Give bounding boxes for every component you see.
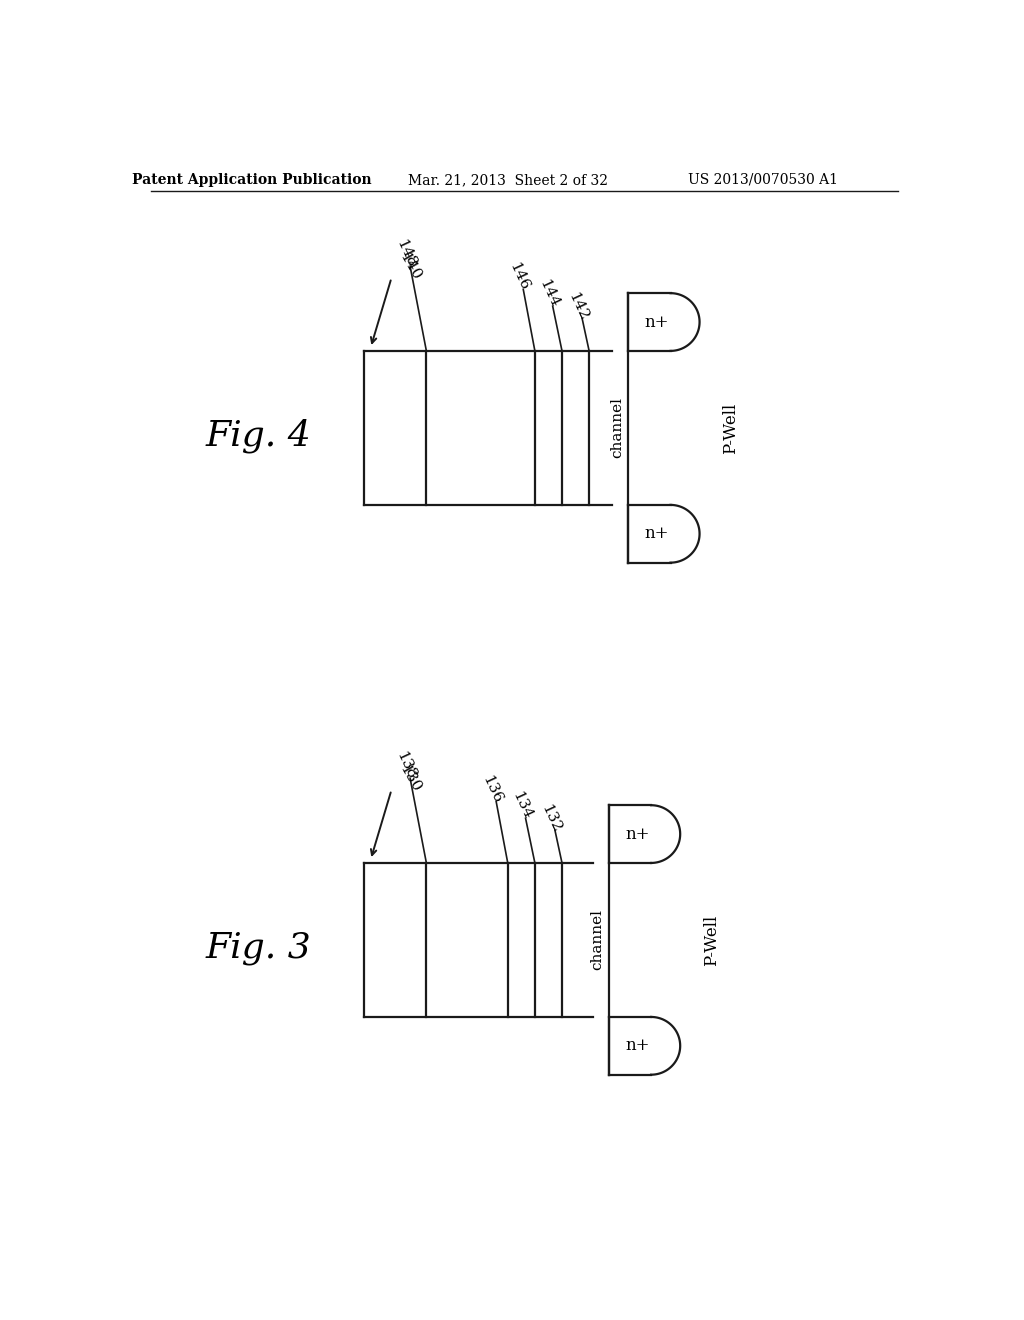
Text: 146: 146 bbox=[507, 261, 531, 293]
Text: n+: n+ bbox=[626, 825, 650, 842]
Text: P-Well: P-Well bbox=[702, 915, 720, 965]
Text: 144: 144 bbox=[537, 277, 561, 310]
Text: 142: 142 bbox=[565, 290, 591, 322]
Text: n+: n+ bbox=[645, 314, 670, 330]
Text: n+: n+ bbox=[626, 1038, 650, 1055]
Text: US 2013/0070530 A1: US 2013/0070530 A1 bbox=[688, 173, 839, 187]
Text: 134: 134 bbox=[509, 789, 535, 822]
Text: 132: 132 bbox=[539, 803, 563, 834]
Text: 140: 140 bbox=[397, 249, 424, 282]
Text: Fig. 3: Fig. 3 bbox=[206, 931, 311, 965]
Text: channel: channel bbox=[591, 909, 604, 970]
Text: Patent Application Publication: Patent Application Publication bbox=[132, 173, 372, 187]
Text: 148: 148 bbox=[393, 238, 419, 271]
Text: 138: 138 bbox=[394, 750, 419, 781]
Text: Fig. 4: Fig. 4 bbox=[206, 418, 311, 453]
Text: P-Well: P-Well bbox=[722, 403, 739, 454]
Text: n+: n+ bbox=[645, 525, 670, 543]
Text: channel: channel bbox=[610, 397, 624, 458]
Text: 136: 136 bbox=[480, 774, 505, 805]
Text: 130: 130 bbox=[397, 762, 424, 795]
Text: Mar. 21, 2013  Sheet 2 of 32: Mar. 21, 2013 Sheet 2 of 32 bbox=[408, 173, 608, 187]
